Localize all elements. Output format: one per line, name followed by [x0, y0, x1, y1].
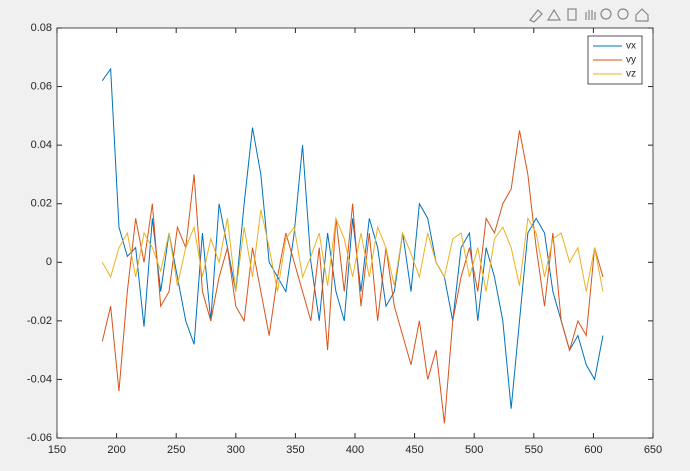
y-tick-label: 0: [46, 256, 52, 268]
toolbar: [529, 8, 649, 23]
y-tick-label: 0.02: [31, 198, 52, 210]
legend-label: vx: [626, 41, 636, 52]
y-tick-label: 0.08: [31, 22, 52, 34]
y-tick-label: 0.06: [31, 80, 52, 92]
legend-label: vz: [626, 69, 636, 80]
tool-zoom-in[interactable]: [600, 8, 612, 20]
tool-zoom-out[interactable]: [617, 8, 629, 20]
y-tick-label: -0.06: [27, 432, 52, 444]
x-tick-label: 150: [48, 444, 66, 456]
tool-insert[interactable]: [567, 8, 577, 21]
tool-home[interactable]: [635, 8, 649, 22]
tool-datatip[interactable]: [546, 8, 562, 21]
y-tick-label: -0.04: [27, 373, 52, 385]
x-tick-label: 350: [286, 444, 304, 456]
x-tick-label: 500: [465, 444, 483, 456]
y-tick-label: 0.04: [31, 139, 52, 151]
y-tick-label: -0.02: [27, 315, 52, 327]
x-tick-label: 600: [584, 444, 602, 456]
x-tick-label: 200: [107, 444, 125, 456]
x-tick-label: 450: [405, 444, 423, 456]
x-tick-label: 400: [346, 444, 364, 456]
x-tick-label: 300: [227, 444, 245, 456]
x-tick-label: 650: [644, 444, 662, 456]
tool-pan[interactable]: [585, 10, 596, 20]
data-line: [101, 67, 604, 409]
x-tick-label: 550: [525, 444, 543, 456]
data-line: [101, 209, 604, 292]
x-tick-label: 250: [167, 444, 185, 456]
legend-label: vy: [626, 55, 636, 66]
tool-brush[interactable]: [529, 9, 543, 23]
